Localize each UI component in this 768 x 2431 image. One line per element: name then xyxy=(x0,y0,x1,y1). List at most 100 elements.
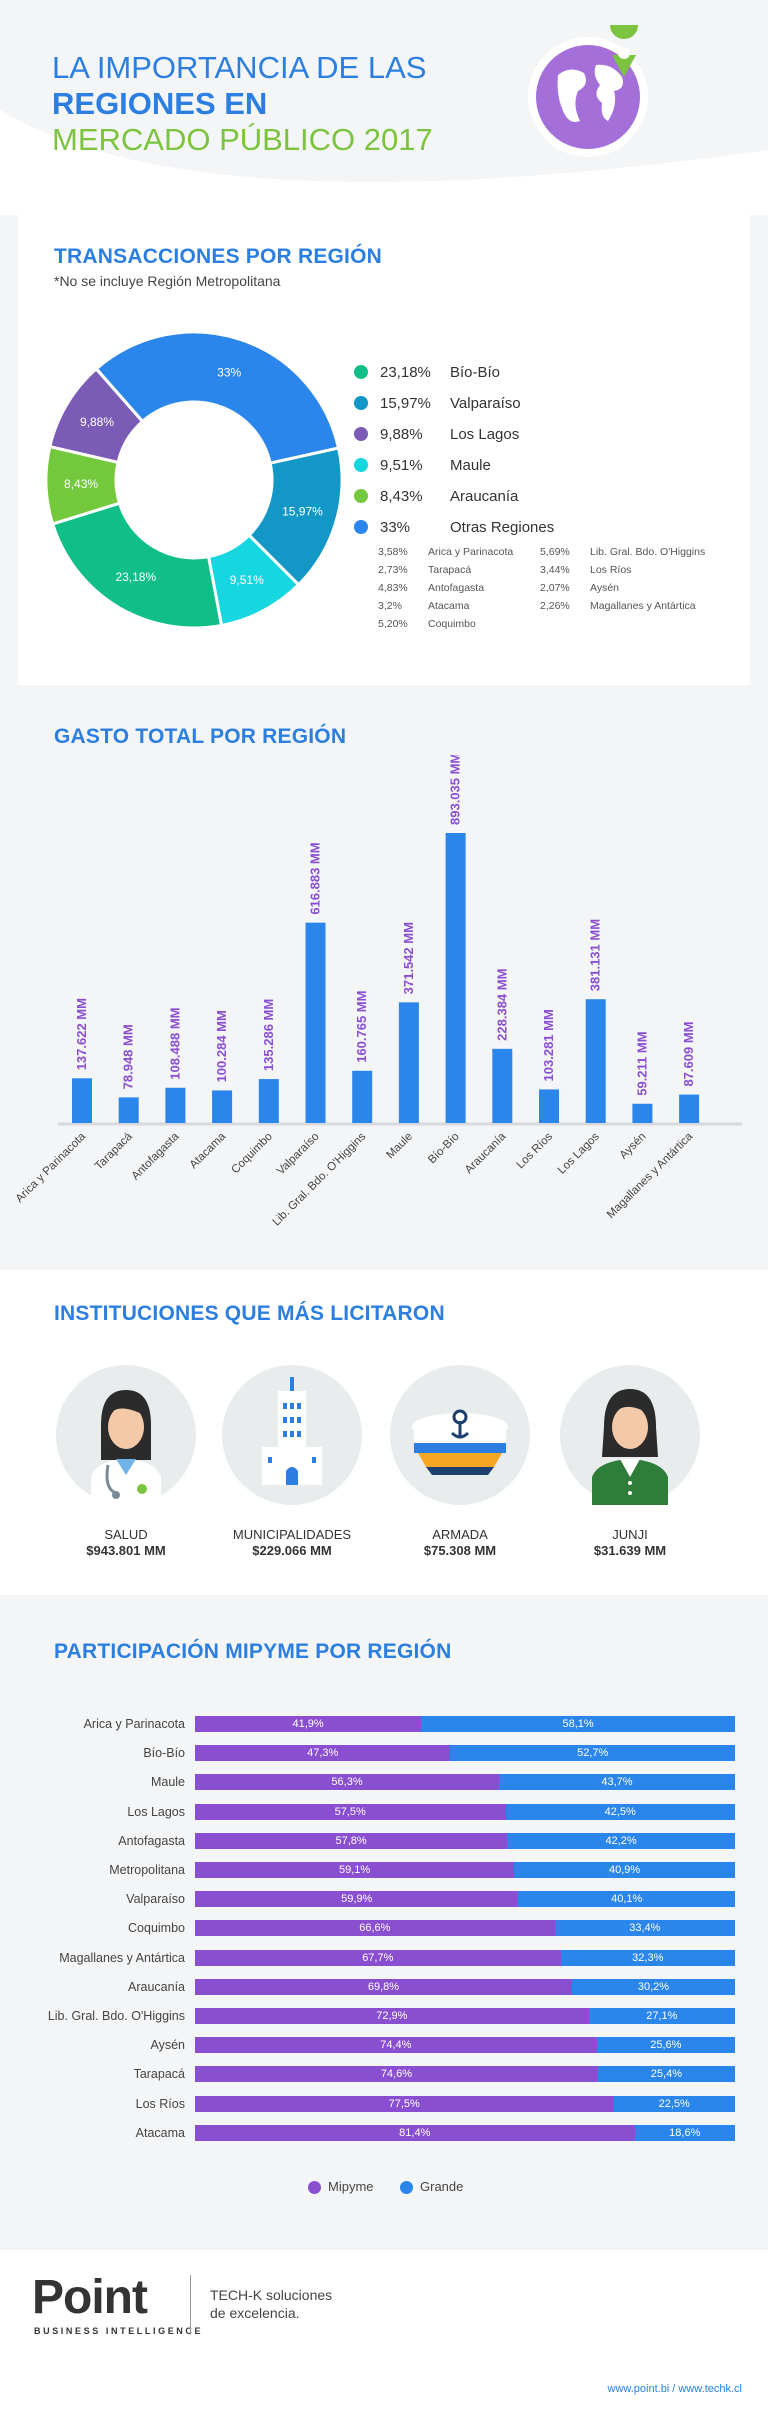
header-title-line3: MERCADO PÚBLICO 2017 xyxy=(52,122,433,157)
mipyme-label-valparaiso: Valparaíso xyxy=(126,1892,185,1907)
legend-dot xyxy=(354,365,368,379)
legend-dot xyxy=(354,427,368,441)
legend-dot-mipyme xyxy=(308,2181,321,2194)
mipyme-label-los-lagos: Los Lagos xyxy=(127,1804,185,1819)
legend-pct: 15,97% xyxy=(380,394,431,412)
header-title-line2: REGIONES EN xyxy=(52,86,268,121)
legend-dot-grande xyxy=(400,2181,413,2194)
sailor-cap-icon xyxy=(412,1409,508,1475)
otras-name-antofagasta: Antofagasta xyxy=(428,582,485,594)
mipyme-segment-bio-bio: 47,3% xyxy=(195,1745,451,1762)
grande-segment-arica-y-parinacota: 58,1% xyxy=(421,1716,735,1732)
gasto-category-label-maule: Maule xyxy=(384,1131,415,1162)
gasto-category-label-coquimbo: Coquimbo xyxy=(229,1131,275,1177)
otras-pct-lib-gral-bdo-o-higgins: 5,69% xyxy=(540,546,570,558)
otras-pct-tarapaca: 2,73% xyxy=(378,564,408,576)
gasto-value-label-maule: 371.542 MM xyxy=(401,922,416,994)
legend-pct: 8,43% xyxy=(380,487,423,505)
donut-label-valparaiso: 15,97% xyxy=(282,505,323,519)
legend-pct: 23,18% xyxy=(380,363,431,381)
grande-segment-aysen: 25,6% xyxy=(596,2037,735,2054)
gasto-category-label-bio-bio: Bío-Bío xyxy=(426,1131,462,1167)
mipyme-label-bio-bio: Bío-Bío xyxy=(143,1746,185,1761)
grande-segment-metropolitana: 40,9% xyxy=(514,1862,735,1878)
mipyme-bar-row-aysen: 74,4% 25,6% xyxy=(195,2037,735,2054)
otras-name-aysen: Aysén xyxy=(590,582,619,594)
otras-pct-magallanes-y-antartica: 2,26% xyxy=(540,600,570,612)
salud-name: SALUD xyxy=(104,1527,148,1542)
header-section: LA IMPORTANCIA DE LAS REGIONES EN MERCAD… xyxy=(0,0,768,215)
gasto-value-label-antofagasta: 108.488 MM xyxy=(167,1008,182,1080)
grande-segment-coquimbo: 33,4% xyxy=(554,1920,735,1937)
donut-label-araucania: 8,43% xyxy=(64,477,98,491)
gasto-value-label-arica-y-parinacota: 137.622 MM xyxy=(74,998,89,1070)
mipyme-bar-row-atacama: 81,4% 18,6% xyxy=(195,2124,735,2141)
grande-segment-lib-gral-bdo-o-higgins: 27,1% xyxy=(588,2008,735,2024)
donut-slice-otras-regiones xyxy=(94,330,341,465)
legend-item-maule: 9,51% Maule xyxy=(354,455,491,475)
otras-pct-antofagasta: 4,83% xyxy=(378,582,408,594)
mipyme-label-maule: Maule xyxy=(150,1775,185,1790)
gasto-bar-los-rios xyxy=(539,1089,559,1123)
junji-value: $31.639 MM xyxy=(593,1543,667,1558)
gasto-bar-los-lagos xyxy=(585,999,606,1123)
otras-name-atacama: Atacama xyxy=(428,600,470,612)
gasto-value-label-lib-gral-bdo-o-higgins: 160.765 MM xyxy=(354,991,369,1063)
mipyme-segment-valparaiso: 59,9% xyxy=(195,1891,519,1908)
mipyme-segment-arica-y-parinacota: 41,9% xyxy=(195,1716,422,1732)
gasto-category-label-tarapaca: Tarapacá xyxy=(93,1130,135,1172)
otras-pct-aysen: 2,07% xyxy=(540,582,570,594)
gasto-category-label-antofagasta: Antofagasta xyxy=(130,1130,182,1182)
mipyme-label-lib-gral-bdo-o-higgins: Lib. Gral. Bdo. O'Higgins xyxy=(47,2009,185,2023)
gasto-bar-lib-gral-bdo-o-higgins xyxy=(352,1070,373,1123)
grande-segment-tarapaca: 25,4% xyxy=(597,2066,735,2083)
legend-dot xyxy=(354,520,368,534)
gasto-category-label-arica-y-parinacota: Arica y Parinacota xyxy=(14,1130,89,1205)
mipyme-segment-atacama: 81,4% xyxy=(195,2124,635,2141)
donut-label-otras-regiones: 33% xyxy=(217,366,241,380)
gasto-bar-aysen xyxy=(632,1103,653,1123)
legend-name: Otras Regiones xyxy=(450,518,555,536)
mipyme-bar-row-coquimbo: 66,6% 33,4% xyxy=(195,1920,735,1937)
mipyme-label-atacama: Atacama xyxy=(135,2125,185,2140)
salud-value: $943.801 MM xyxy=(86,1543,166,1558)
gasto-value-label-los-rios: 103.281 MM xyxy=(541,1009,556,1081)
mipyme-bar-row-maule: 56,3% 43,7% xyxy=(195,1774,735,1791)
mipyme-bar-row-los-rios: 77,5% 22,5% xyxy=(195,2095,735,2112)
armada-value: $75.308 MM xyxy=(423,1543,497,1558)
educator-icon xyxy=(592,1389,668,1505)
otras-pct-arica-y-parinacota: 3,58% xyxy=(378,546,408,558)
mipyme-segment-magallanes-y-antartica: 67,7% xyxy=(195,1949,561,1966)
gasto-value-label-los-lagos: 381.131 MM xyxy=(588,919,603,991)
gasto-category-label-valparaiso: Valparaíso xyxy=(275,1131,322,1178)
mipyme-label-araucania: Araucanía xyxy=(128,1979,185,1994)
mipyme-segment-metropolitana: 59,1% xyxy=(195,1862,515,1878)
gasto-category-label-los-lagos: Los Lagos xyxy=(556,1130,602,1176)
municipalidades-value: $229.066 MM xyxy=(252,1543,332,1558)
otras-name-arica-y-parinacota: Arica y Parinacota xyxy=(428,546,514,558)
otras-pct-coquimbo: 5,20% xyxy=(378,618,408,630)
mipyme-segment-los-lagos: 57,5% xyxy=(195,1803,506,1820)
mipyme-bar-row-magallanes-y-antartica: 67,7% 32,3% xyxy=(195,1949,735,1966)
gasto-value-label-tarapaca: 78.948 MM xyxy=(121,1024,136,1089)
otras-name-magallanes-y-antartica: Magallanes y Antártica xyxy=(590,600,696,612)
footer-divider xyxy=(190,2275,191,2335)
legend-item-araucania: 8,43% Araucanía xyxy=(354,486,518,506)
legend-pct: 33% xyxy=(380,518,411,536)
doctor-icon xyxy=(91,1390,161,1505)
mipyme-bar-row-los-lagos: 57,5% 42,5% xyxy=(195,1803,735,1820)
gasto-value-label-valparaiso: 616.883 MM xyxy=(308,842,323,914)
transacciones-title: TRANSACCIONES POR REGIÓN xyxy=(54,245,382,268)
mipyme-label-tarapaca: Tarapacá xyxy=(133,2067,185,2082)
header-title-line1: LA IMPORTANCIA DE LAS xyxy=(52,50,427,85)
gasto-category-label-araucania: Araucanía xyxy=(463,1130,509,1176)
legend-dot xyxy=(354,396,368,410)
mipyme-segment-coquimbo: 66,6% xyxy=(195,1920,555,1937)
footer-urls[interactable]: www.point.bi / www.techk.cl xyxy=(607,2383,743,2395)
mipyme-label-metropolitana: Metropolitana xyxy=(109,1863,185,1877)
mipyme-segment-aysen: 74,4% xyxy=(195,2037,597,2054)
gasto-bar-arica-y-parinacota xyxy=(72,1078,92,1123)
legend-name: Bío-Bío xyxy=(450,363,501,381)
grande-segment-bio-bio: 52,7% xyxy=(450,1745,735,1762)
globe-pin-icon xyxy=(528,25,648,157)
